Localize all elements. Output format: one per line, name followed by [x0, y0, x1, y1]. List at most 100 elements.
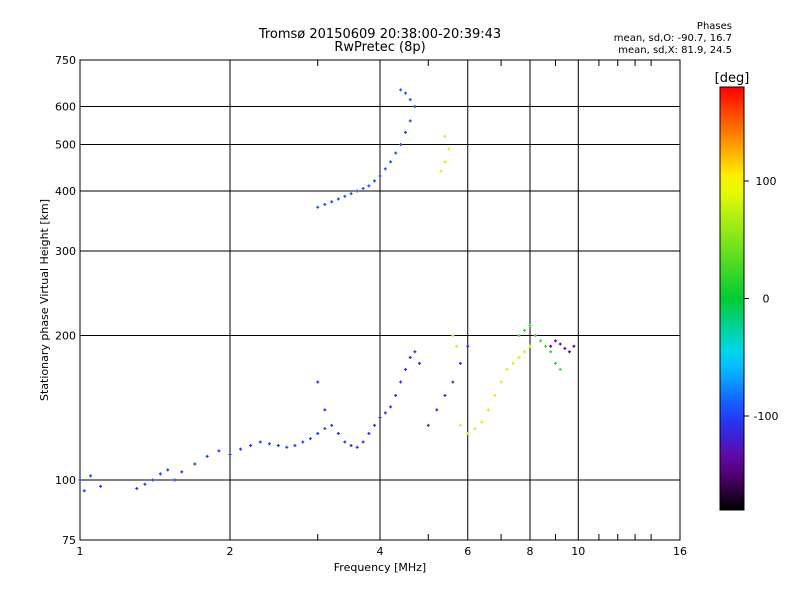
data-point	[443, 394, 447, 398]
data-point	[285, 445, 289, 449]
data-point	[486, 408, 490, 412]
data-point	[378, 415, 382, 419]
colorbar-tick-label: 100	[756, 175, 777, 188]
data-point	[343, 440, 347, 444]
data-point	[408, 355, 412, 359]
data-point	[151, 478, 155, 482]
data-point	[316, 432, 320, 436]
data-point	[336, 197, 340, 201]
chart-title: Tromsø 20150609 20:38:00-20:39:43	[258, 27, 502, 42]
data-point	[408, 119, 412, 123]
data-point	[539, 339, 543, 343]
data-point	[528, 323, 532, 327]
data-point	[403, 91, 407, 95]
data-point	[517, 334, 521, 338]
data-point	[439, 169, 443, 173]
data-point	[316, 380, 320, 384]
phase-info-label: Phases	[696, 21, 732, 32]
data-point	[323, 202, 327, 206]
data-point	[458, 361, 462, 365]
y-tick-label: 300	[55, 245, 76, 258]
data-point	[355, 445, 359, 449]
colorbar-tick-label: 0	[763, 293, 770, 306]
data-point	[135, 487, 139, 491]
data-point	[293, 444, 297, 448]
data-point	[403, 130, 407, 134]
data-point	[473, 427, 477, 431]
data-point	[451, 334, 455, 338]
x-axis-title: Frequency [MHz]	[334, 561, 426, 574]
data-point	[323, 427, 327, 431]
data-point	[399, 380, 403, 384]
data-point	[180, 470, 184, 474]
x-tick-label: 8	[527, 545, 534, 558]
data-point	[349, 192, 353, 196]
data-point	[228, 453, 232, 457]
data-point	[451, 380, 455, 384]
data-point	[466, 432, 470, 436]
data-point	[258, 440, 262, 444]
y-tick-label: 75	[62, 534, 76, 547]
data-point	[493, 394, 497, 398]
y-tick-label: 200	[55, 330, 76, 343]
data-point	[426, 423, 430, 427]
data-point	[403, 367, 407, 371]
data-point	[308, 437, 312, 441]
data-point	[166, 468, 170, 472]
data-point	[466, 344, 470, 348]
data-point	[511, 361, 515, 365]
data-point	[443, 160, 447, 164]
data-point	[82, 489, 86, 493]
data-point	[455, 344, 459, 348]
data-point	[553, 339, 557, 343]
x-tick-label: 1	[77, 545, 84, 558]
data-point	[533, 334, 537, 338]
data-point	[394, 151, 398, 155]
data-point	[458, 423, 462, 427]
data-point	[239, 447, 243, 451]
data-point	[413, 105, 417, 109]
data-point	[499, 380, 503, 384]
data-point	[193, 462, 197, 466]
data-point	[528, 344, 532, 348]
data-point	[173, 478, 177, 482]
data-point	[249, 444, 253, 448]
x-tick-label: 16	[673, 545, 687, 558]
data-point	[399, 143, 403, 147]
data-point	[435, 408, 439, 412]
data-point	[399, 88, 403, 92]
data-point	[361, 440, 365, 444]
data-point	[349, 444, 353, 448]
data-point	[217, 449, 221, 453]
data-point	[389, 405, 393, 409]
data-point	[417, 361, 421, 365]
data-point	[316, 205, 320, 209]
y-tick-label: 600	[55, 101, 76, 114]
data-point	[158, 472, 162, 476]
data-point	[336, 432, 340, 436]
data-point	[383, 167, 387, 171]
data-point	[205, 454, 209, 458]
x-tick-label: 2	[227, 545, 234, 558]
data-point	[553, 361, 557, 365]
data-point	[383, 411, 387, 415]
data-point	[558, 342, 562, 346]
x-tick-label: 4	[377, 545, 384, 558]
data-point	[394, 394, 398, 398]
data-point	[408, 98, 412, 102]
data-point	[549, 344, 553, 348]
data-point	[330, 200, 334, 204]
data-point	[367, 184, 371, 188]
data-point	[267, 442, 271, 446]
y-tick-label: 500	[55, 139, 76, 152]
data-point	[343, 194, 347, 198]
data-point	[563, 346, 567, 350]
y-tick-label: 750	[55, 54, 76, 67]
phase-info-o: mean, sd,O: -90.7, 16.7	[613, 33, 732, 44]
x-tick-label: 10	[571, 545, 585, 558]
data-point	[373, 423, 377, 427]
data-point	[78, 478, 82, 482]
data-point	[443, 134, 447, 138]
data-point	[389, 160, 393, 164]
data-point	[567, 350, 571, 354]
